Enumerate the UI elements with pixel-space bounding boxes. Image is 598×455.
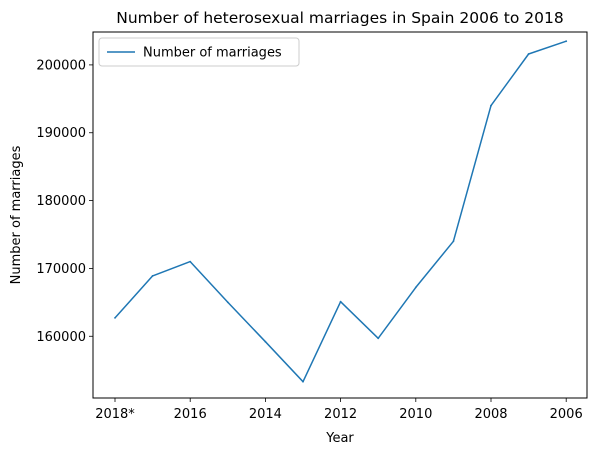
- data-point: [264, 340, 267, 343]
- x-tick-label: 2006: [550, 407, 583, 422]
- x-tick-label: 2012: [324, 407, 357, 422]
- data-point: [377, 337, 380, 340]
- data-point: [339, 300, 342, 303]
- chart-title: Number of heterosexual marriages in Spai…: [116, 9, 563, 27]
- data-point: [565, 40, 568, 43]
- y-tick-label: 200000: [36, 58, 86, 73]
- y-tick-label: 170000: [36, 262, 86, 277]
- data-point: [189, 260, 192, 263]
- legend-box: [98, 37, 300, 67]
- legend: Number of marriages: [98, 37, 300, 67]
- x-tick-label: 2016: [174, 407, 207, 422]
- data-point: [114, 317, 116, 319]
- x-axis-ticks: 2018* 2016 2014 2012 2010 2008 2006: [95, 398, 583, 422]
- data-point: [527, 53, 530, 55]
- x-tick-label: 2014: [249, 407, 282, 422]
- y-axis-label: Number of marriages: [9, 145, 24, 284]
- y-axis-ticks: 160000 170000 180000 190000 200000: [36, 58, 93, 345]
- x-tick-label: 2010: [399, 407, 432, 422]
- data-point: [452, 240, 455, 243]
- data-point: [151, 275, 154, 277]
- y-tick-label: 160000: [36, 330, 86, 345]
- y-tick-label: 190000: [36, 126, 86, 141]
- y-tick-label: 180000: [36, 194, 86, 209]
- data-point: [414, 286, 417, 289]
- data-point: [490, 104, 492, 107]
- x-tick-label: 2018*: [95, 407, 135, 422]
- data-point: [302, 380, 304, 383]
- x-axis-label: Year: [325, 431, 354, 446]
- x-tick-label: 2008: [474, 407, 507, 422]
- plot-area: [92, 31, 588, 399]
- data-point: [226, 301, 229, 304]
- legend-label: Number of marriages: [143, 46, 282, 61]
- series-layer: [114, 40, 568, 383]
- plot-frame: [92, 31, 588, 399]
